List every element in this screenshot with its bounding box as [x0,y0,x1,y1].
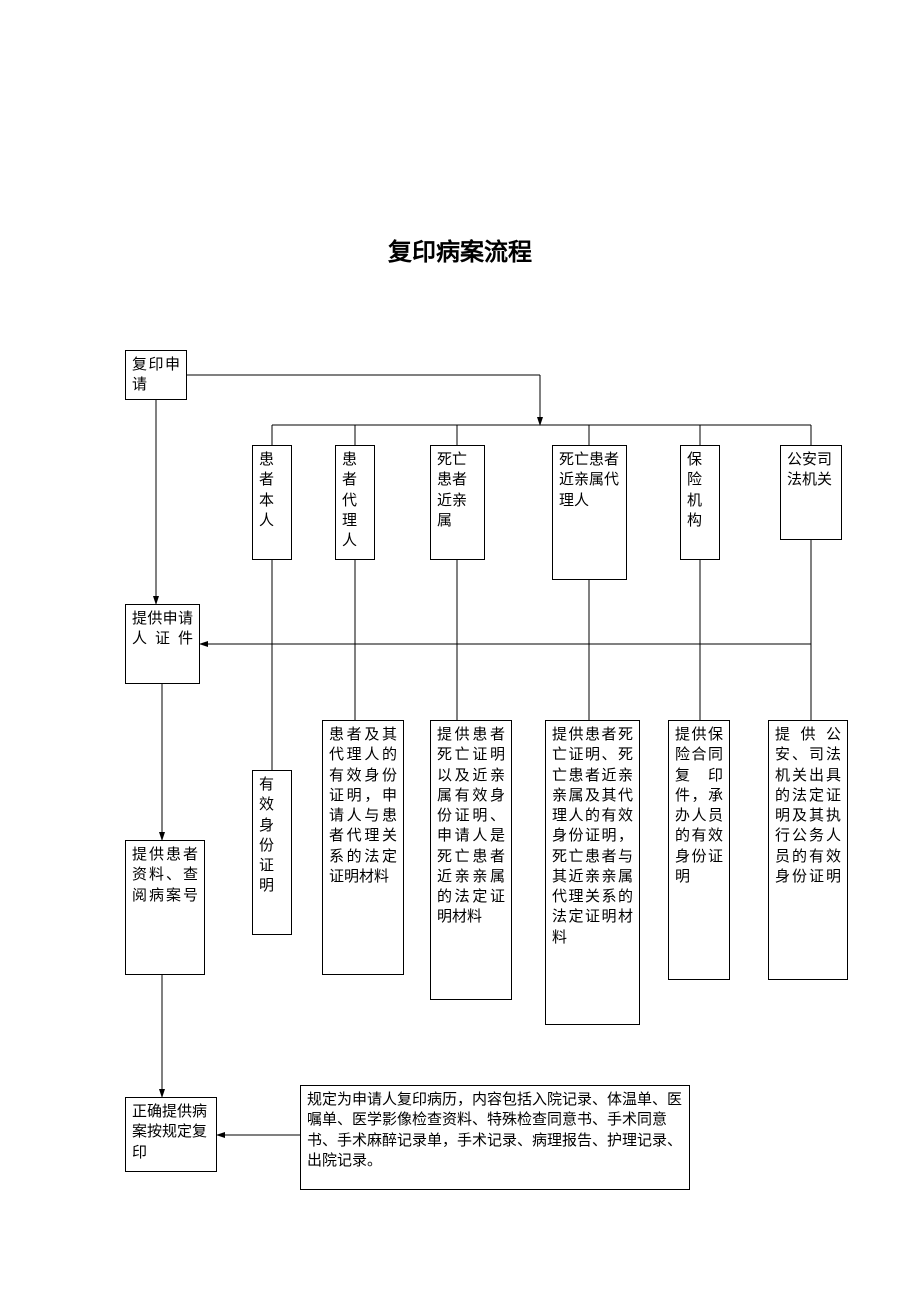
node-label: 死亡患者近亲属 [437,452,467,529]
node-label: 正确提供病案按规定复印 [132,1104,207,1161]
node-copy: 正确提供病案按规定复印 [125,1097,217,1172]
node-label: 保险机构 [687,452,702,529]
node-deceased-relative: 死亡患者近亲属 [430,445,485,560]
node-label: 提供患者资料、查阅病案号 [132,847,198,904]
node-label: 公安司法机关 [787,452,832,488]
node-doc-agent: 患者及其代理人的有效身份证明，申请人与患者代理关系的法定证明材料 [322,720,404,975]
node-rules: 规定为申请人复印病历，内容包括入院记录、体温单、医嘱单、医学影像检查资料、特殊检… [300,1085,690,1190]
node-provide-id: 提供申请人证件 [125,604,200,684]
node-label: 有效身份证明 [259,777,274,894]
diagram-title: 复印病案流程 [0,232,920,267]
node-label: 患者代理人 [342,452,357,549]
node-label: 提供申请人证件 [132,611,193,647]
node-label: 提供患者死亡证明以及近亲属有效身份证明、申请人是死亡患者近亲亲属的法定证明材料 [437,727,505,925]
node-patient-agent: 患者代理人 [335,445,375,560]
node-doc-drel: 提供患者死亡证明以及近亲属有效身份证明、申请人是死亡患者近亲亲属的法定证明材料 [430,720,512,1000]
node-label: 死亡患者近亲属代理人 [559,452,619,509]
node-label: 提供患者死亡证明、死亡患者近亲亲属及其代理人的有效身份证明，死亡患者与其近亲亲属… [552,727,633,946]
node-police: 公安司法机关 [780,445,842,540]
node-doc-self: 有效身份证明 [252,770,292,935]
node-label: 复印申请 [132,357,180,393]
node-label: 规定为申请人复印病历，内容包括入院记录、体温单、医嘱单、医学影像检查资料、特殊检… [307,1092,682,1169]
node-deceased-agent: 死亡患者近亲属代理人 [552,445,627,580]
node-doc-ins: 提供保险合同复印件，承办人员的有效身份证明 [668,720,730,980]
node-patient-self: 患者本人 [252,445,292,560]
node-label: 提供保险合同复印件，承办人员的有效身份证明 [675,727,723,885]
node-lookup: 提供患者资料、查阅病案号 [125,840,205,975]
node-label: 患者本人 [259,452,274,529]
node-apply: 复印申请 [125,350,187,400]
node-label: 提供公安、司法机关出具的法定证明及其执行公务人员的有效身份证明 [775,727,841,885]
node-doc-dagent: 提供患者死亡证明、死亡患者近亲亲属及其代理人的有效身份证明，死亡患者与其近亲亲属… [545,720,640,1025]
node-doc-police: 提供公安、司法机关出具的法定证明及其执行公务人员的有效身份证明 [768,720,848,980]
node-label: 患者及其代理人的有效身份证明，申请人与患者代理关系的法定证明材料 [329,727,397,885]
node-insurance: 保险机构 [680,445,720,560]
